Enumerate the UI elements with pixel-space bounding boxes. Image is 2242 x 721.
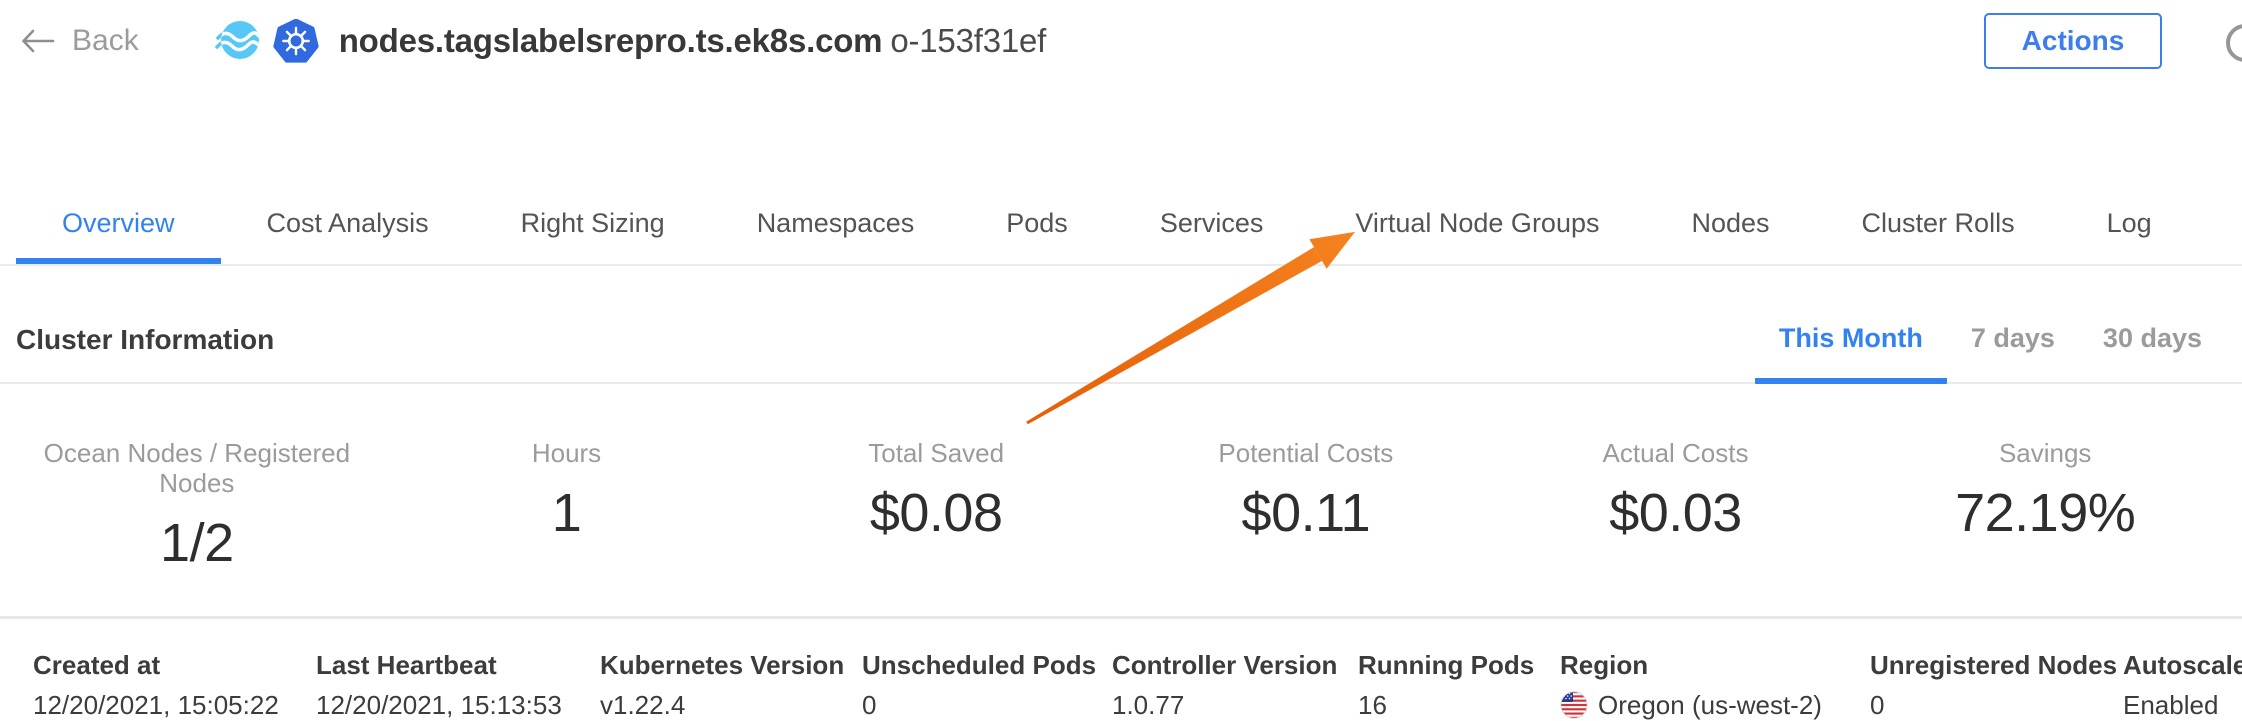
time-range-tabs: This Month 7 days 30 days: [1754, 323, 2226, 384]
detail-value: 1.0.77: [1112, 690, 1185, 720]
help-icon-partial[interactable]: [2226, 24, 2242, 62]
detail-running-pods: Running Pods 16: [1358, 649, 1560, 721]
us-flag-icon: [1560, 691, 1588, 719]
stat-ocean-registered-nodes: Ocean Nodes / Registered Nodes 1/2: [12, 438, 382, 574]
detail-label: Controller Version: [1112, 650, 1338, 680]
time-tab-this-month[interactable]: This Month: [1754, 323, 1947, 384]
detail-autoscaler: Autoscaler Enabled: [2123, 649, 2242, 721]
detail-value: 0: [1870, 690, 1885, 720]
tab-cluster-rolls[interactable]: Cluster Rolls: [1861, 207, 2015, 238]
stat-hours: Hours 1: [382, 438, 752, 574]
time-tab-30-days[interactable]: 30 days: [2102, 323, 2202, 353]
stat-value: 1/2: [160, 513, 234, 573]
stat-potential-costs: Potential Costs $0.11: [1121, 438, 1491, 574]
tab-services[interactable]: Services: [1159, 207, 1264, 238]
tab-log[interactable]: Log: [2106, 207, 2152, 238]
stat-label: Ocean Nodes / Registered Nodes: [43, 438, 351, 498]
back-label: Back: [72, 24, 139, 57]
cluster-information-section: Cluster Information This Month 7 days 30…: [0, 266, 2242, 721]
back-arrow-icon: [22, 29, 55, 53]
detail-kubernetes-version: Kubernetes Version v1.22.4: [600, 649, 862, 721]
stat-savings: Savings 72.19%: [1860, 438, 2230, 574]
stat-total-saved: Total Saved $0.08: [751, 438, 1121, 574]
detail-controller-version: Controller Version 1.0.77: [1112, 649, 1358, 721]
cluster-id: o-153f31ef: [890, 22, 1047, 59]
kubernetes-helm-icon: [273, 19, 319, 63]
stats-row: Ocean Nodes / Registered Nodes 1/2 Hours…: [0, 384, 2242, 616]
actions-button[interactable]: Actions: [1984, 13, 2162, 69]
tab-namespaces[interactable]: Namespaces: [756, 207, 915, 238]
stat-value: $0.03: [1609, 483, 1742, 543]
tab-bar: Overview Cost Analysis Right Sizing Name…: [0, 182, 2242, 266]
detail-value: Oregon (us-west-2): [1560, 689, 1870, 721]
section-header: Cluster Information This Month 7 days 30…: [0, 266, 2242, 384]
tab-cost-analysis[interactable]: Cost Analysis: [266, 207, 429, 238]
page-header: Back: [0, 0, 2242, 76]
tab-right-sizing[interactable]: Right Sizing: [520, 207, 665, 238]
detail-label: Running Pods: [1358, 650, 1535, 680]
stat-label: Savings: [1998, 438, 2092, 468]
detail-value: Enabled: [2123, 690, 2219, 720]
detail-label: Created at: [33, 650, 161, 680]
stat-actual-costs: Actual Costs $0.03: [1491, 438, 1861, 574]
tab-overview[interactable]: Overview: [16, 182, 221, 264]
region-value: Oregon (us-west-2): [1598, 690, 1822, 720]
section-title: Cluster Information: [16, 324, 275, 355]
detail-label: Unscheduled Pods: [862, 650, 1097, 680]
detail-label: Autoscaler: [2123, 650, 2242, 680]
cluster-name: nodes.tagslabelsrepro.ts.ek8s.com: [338, 22, 883, 59]
stat-label: Actual Costs: [1602, 438, 1749, 468]
tab-nodes[interactable]: Nodes: [1691, 207, 1770, 238]
back-button[interactable]: Back: [20, 24, 139, 58]
detail-label: Kubernetes Version: [600, 650, 845, 680]
detail-unregistered-nodes: Unregistered Nodes 0: [1870, 649, 2123, 721]
detail-value: 0: [862, 690, 877, 720]
stat-value: 1: [551, 483, 582, 543]
detail-label: Unregistered Nodes: [1870, 650, 2118, 680]
detail-value: 16: [1358, 690, 1387, 720]
detail-value: v1.22.4: [600, 690, 686, 720]
tab-virtual-node-groups[interactable]: Virtual Node Groups: [1355, 207, 1600, 238]
detail-value: 12/20/2021, 15:05:22: [33, 690, 279, 720]
brand-icons: [214, 18, 319, 64]
stat-value: 72.19%: [1955, 483, 2136, 543]
details-row: Created at 12/20/2021, 15:05:22 Last Hea…: [0, 616, 2242, 721]
tab-pods[interactable]: Pods: [1006, 207, 1068, 238]
stat-value: $0.11: [1241, 483, 1371, 543]
time-tab-7-days[interactable]: 7 days: [1970, 323, 2055, 353]
stat-label: Hours: [531, 438, 602, 468]
detail-value: 12/20/2021, 15:13:53: [316, 690, 562, 720]
stat-value: $0.08: [869, 483, 1003, 543]
stat-label: Total Saved: [868, 438, 1005, 468]
ocean-wave-icon: [214, 21, 259, 59]
detail-label: Last Heartbeat: [316, 650, 497, 680]
detail-unscheduled-pods: Unscheduled Pods 0: [862, 649, 1112, 721]
page-title: nodes.tagslabelsrepro.ts.ek8s.com o-153f3…: [338, 22, 1047, 60]
detail-label: Region: [1560, 650, 1649, 680]
detail-created-at: Created at 12/20/2021, 15:05:22: [33, 649, 316, 721]
detail-last-heartbeat: Last Heartbeat 12/20/2021, 15:13:53: [316, 649, 600, 721]
detail-region: Region: [1560, 649, 1870, 721]
stat-label: Potential Costs: [1218, 438, 1394, 468]
